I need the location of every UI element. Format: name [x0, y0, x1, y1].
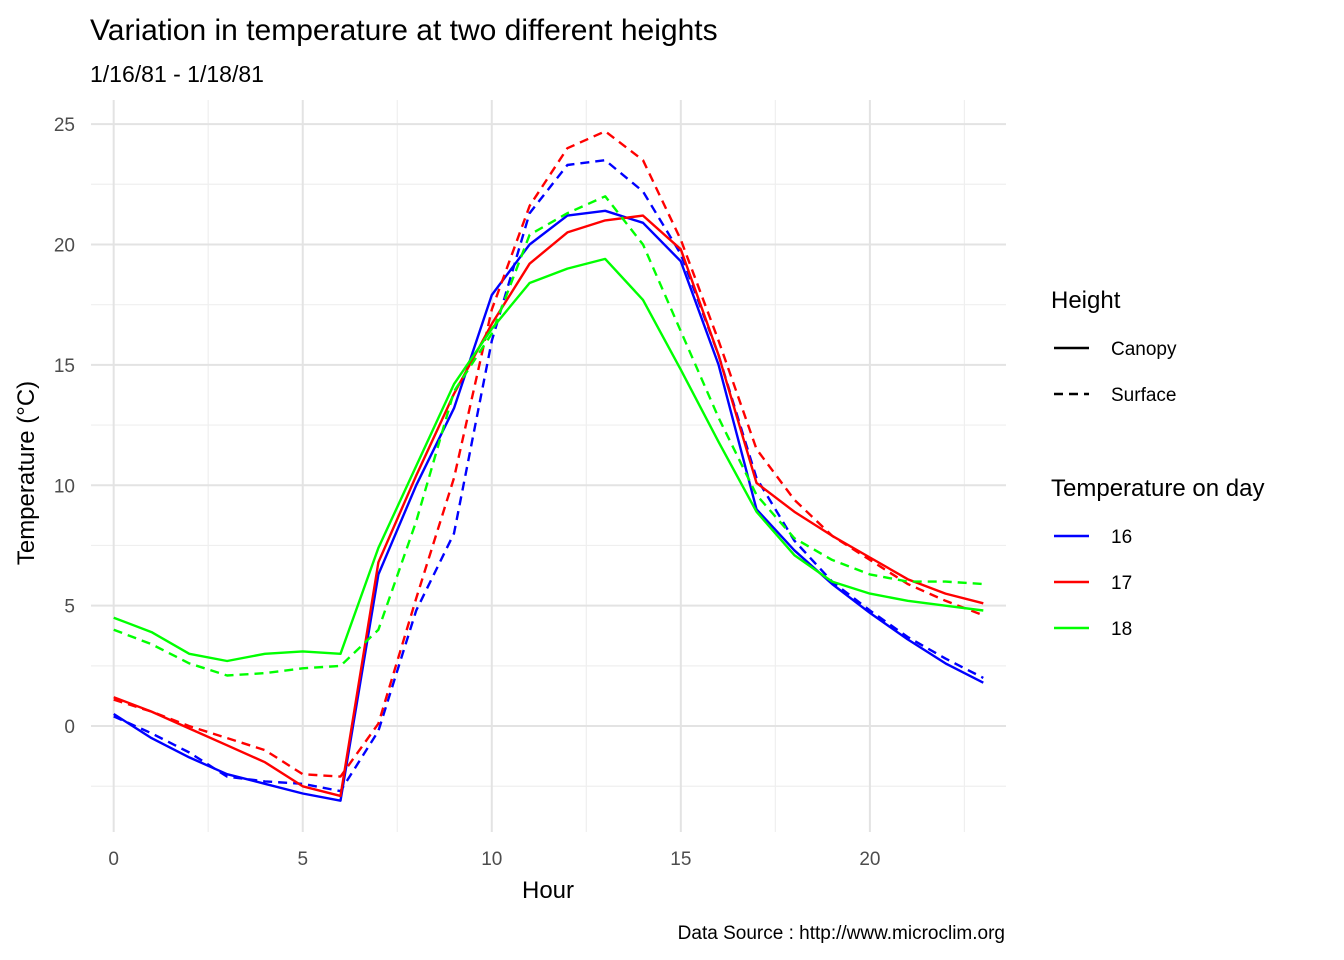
series-line-day-18-surface [113, 195, 984, 677]
plot-grid [91, 100, 1006, 832]
y-tick-label: 5 [64, 597, 75, 618]
x-tick-label: 0 [108, 849, 119, 870]
y-tick-label: 10 [54, 476, 75, 497]
data-source-caption: Data Source : http://www.microclim.org [678, 923, 1005, 944]
x-axis-ticks: 0 5 10 15 20 [108, 849, 880, 870]
legend-label: 18 [1111, 619, 1132, 640]
legend-title: Temperature on day [1051, 475, 1264, 502]
y-axis-label: Temperature (°C) [13, 381, 40, 565]
legend-label: 16 [1111, 527, 1132, 548]
y-tick-label: 20 [54, 235, 75, 256]
x-tick-label: 15 [670, 849, 691, 870]
series-lines [113, 130, 984, 802]
x-tick-label: 20 [859, 849, 880, 870]
legend-label: Canopy [1111, 339, 1177, 360]
y-axis-ticks: 0 5 10 15 20 25 [54, 115, 75, 738]
legend: Height Canopy Surface Temperature on day 16 1… [1051, 287, 1264, 640]
x-axis-label: Hour [522, 877, 574, 904]
series-line-day-16-canopy [113, 209, 984, 802]
x-tick-label: 5 [297, 849, 308, 870]
series-line-day-18-canopy [113, 257, 984, 663]
series-line-day-16-surface [113, 158, 984, 793]
x-tick-label: 10 [481, 849, 502, 870]
legend-label: 17 [1111, 573, 1132, 594]
legend-title: Height [1051, 287, 1121, 314]
chart-title: Variation in temperature at two differen… [90, 14, 718, 47]
series-line-day-17-canopy [113, 214, 984, 798]
series-line-day-17-surface [113, 130, 984, 778]
legend-label: Surface [1111, 385, 1176, 406]
y-tick-label: 0 [64, 717, 75, 738]
y-tick-label: 25 [54, 115, 75, 136]
y-tick-label: 15 [54, 356, 75, 377]
chart-subtitle: 1/16/81 - 1/18/81 [90, 61, 264, 87]
